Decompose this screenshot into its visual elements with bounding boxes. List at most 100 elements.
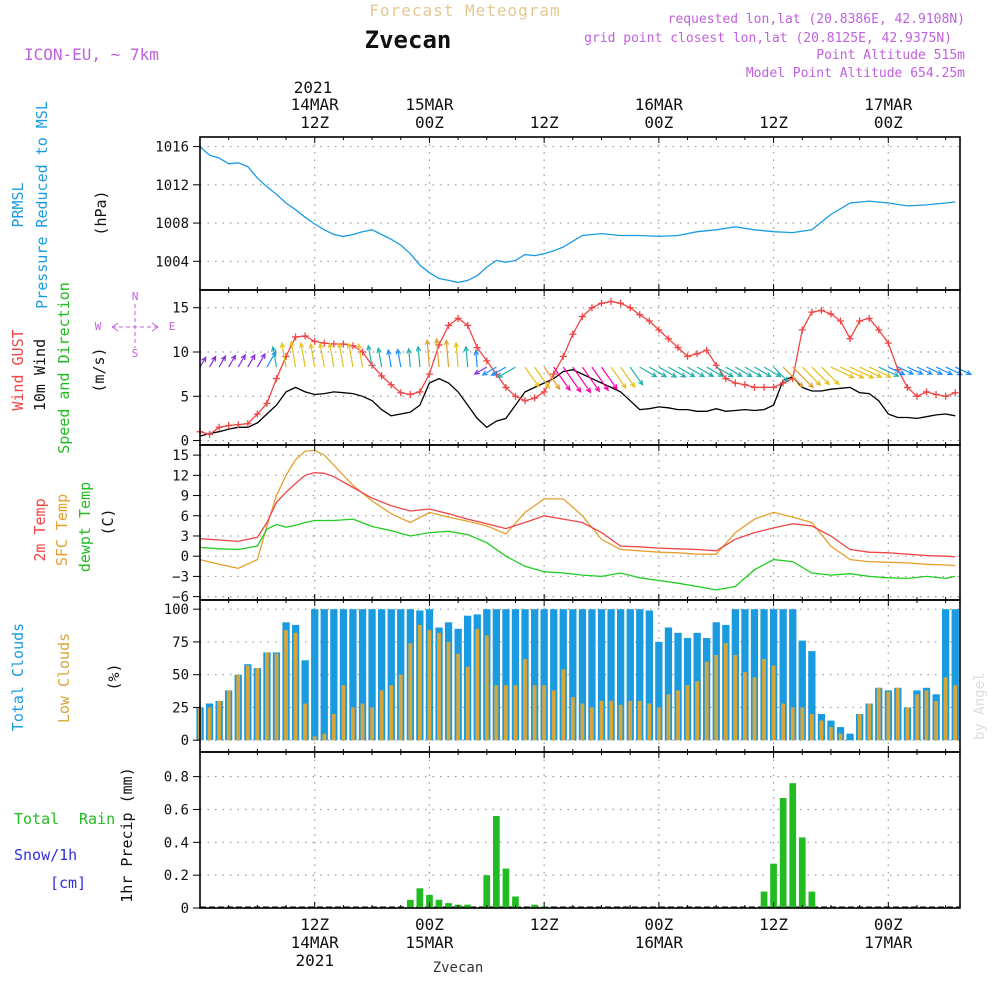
pressure-unit: (hPa) <box>92 190 110 235</box>
gust-marker <box>846 335 854 343</box>
total-cloud-bar <box>626 609 634 741</box>
y-tick-label: 1012 <box>155 178 189 194</box>
bottom-year-label: 2021 <box>295 951 334 970</box>
low-cloud-bar <box>647 703 652 741</box>
total-cloud-bar <box>942 609 950 741</box>
top-hour-label: 12Z <box>530 113 559 132</box>
wind-direction-arrow <box>395 348 402 368</box>
low-cloud-bar <box>685 685 690 741</box>
gust-marker <box>263 399 271 407</box>
wind-direction-arrow <box>668 366 687 378</box>
t2m-line <box>199 471 956 558</box>
low-cloud-bar <box>657 707 661 741</box>
wind-direction-arrow <box>218 354 227 368</box>
gust-marker <box>454 314 462 322</box>
wind-direction-arrow <box>496 366 516 378</box>
pressure-line <box>199 146 956 284</box>
total-cloud-bar <box>779 609 787 741</box>
wind-direction-arrow <box>453 341 460 368</box>
gust-marker <box>636 311 644 319</box>
low-cloud-bar <box>542 685 546 741</box>
gust-marker <box>206 430 214 438</box>
total-cloud-bar <box>511 609 520 741</box>
rain-bar <box>808 891 816 908</box>
gust-marker <box>674 344 682 352</box>
bottom-hour-label: 12Z <box>300 915 329 934</box>
wind-labels: Wind GUST 10m Wind Speed and Direction (… <box>9 282 175 454</box>
low-cloud-bar <box>723 643 728 741</box>
low-cloud-bar <box>207 707 212 741</box>
wind-direction-arrow <box>649 366 668 378</box>
total-cloud-bar <box>836 727 845 741</box>
low-cloud-bar <box>953 685 958 741</box>
low-cloud-bar <box>523 659 527 741</box>
low-cloud-bar <box>609 700 613 741</box>
gust-marker <box>511 392 519 400</box>
gust-marker <box>416 388 424 396</box>
low-cloud-bar <box>532 685 537 741</box>
axes-layer: 101610121008100415105015129630−3−6100755… <box>155 95 947 970</box>
temp-2m-label: 2m Temp <box>31 498 49 561</box>
gust-marker <box>330 340 338 348</box>
wind-direction-arrow <box>337 342 344 368</box>
gust-marker <box>578 313 586 321</box>
total-cloud-bar <box>951 609 959 741</box>
gust-marker <box>617 299 625 307</box>
total-cloud-bar <box>674 632 682 741</box>
low-cloud-bar <box>217 700 221 741</box>
y-tick-label: 15 <box>172 448 189 464</box>
wind-direction-arrow <box>773 366 789 383</box>
gust-marker <box>588 304 596 312</box>
wind-direction-arrow <box>271 345 278 368</box>
wind-direction-arrow <box>811 366 831 386</box>
total-cloud-bar <box>789 609 797 741</box>
gust-marker <box>378 372 386 380</box>
snow-label: Snow/1h <box>14 846 77 864</box>
low-cloud-bar <box>895 687 900 741</box>
gust-marker <box>817 306 825 314</box>
low-cloud-bar <box>618 704 623 741</box>
gust-marker <box>320 339 328 347</box>
total-cloud-bar <box>636 609 644 741</box>
wind-direction-arrow <box>406 347 412 368</box>
y-tick-label: 6 <box>181 509 189 525</box>
rain-bar <box>445 903 452 908</box>
y-tick-label: 10 <box>172 345 189 361</box>
snow-unit-label: [cm] <box>50 874 86 892</box>
total-cloud-bar <box>808 651 816 741</box>
wind-direction-arrow <box>415 345 422 368</box>
low-cloud-bar <box>704 661 709 741</box>
wind-direction-arrow <box>356 343 364 368</box>
low-cloud-bar <box>943 677 948 741</box>
gust-marker <box>731 379 739 387</box>
low-cloud-bar <box>781 703 785 741</box>
y-tick-label: 0.6 <box>164 802 189 818</box>
low-cloud-bar <box>236 674 241 741</box>
y-tick-label: 0 <box>181 549 189 565</box>
total-cloud-bar <box>569 609 577 741</box>
low-cloud-bar <box>561 669 566 741</box>
pressure-labels: PRMSL Pressure Reduced to MSL (hPa) <box>9 101 110 309</box>
low-cloud-bar <box>293 632 298 741</box>
wind-direction-arrow <box>907 366 924 375</box>
total-clouds-label: Total Clouds <box>9 623 27 731</box>
bottom-date-label: 15MAR <box>405 933 454 952</box>
rain-bar <box>426 894 433 908</box>
gust-marker <box>750 383 758 391</box>
total-cloud-bar <box>358 609 367 741</box>
wind-direction-arrow <box>849 366 875 379</box>
total-cloud-bar <box>655 641 663 741</box>
total-cloud-bar <box>617 609 625 741</box>
y-tick-label: 0.2 <box>164 868 189 884</box>
total-cloud-bar <box>339 609 348 741</box>
wind-direction-arrow <box>443 338 450 368</box>
gust-marker <box>808 308 816 316</box>
low-cloud-bar <box>322 733 327 741</box>
sfc-temp-line <box>199 449 956 569</box>
top-hour-label: 12Z <box>300 113 329 132</box>
bottom-hour-label: 00Z <box>644 915 673 934</box>
gust-marker <box>741 381 749 389</box>
gust-marker <box>913 392 921 400</box>
low-cloud-bar <box>312 736 317 741</box>
low-cloud-bar <box>714 655 719 741</box>
